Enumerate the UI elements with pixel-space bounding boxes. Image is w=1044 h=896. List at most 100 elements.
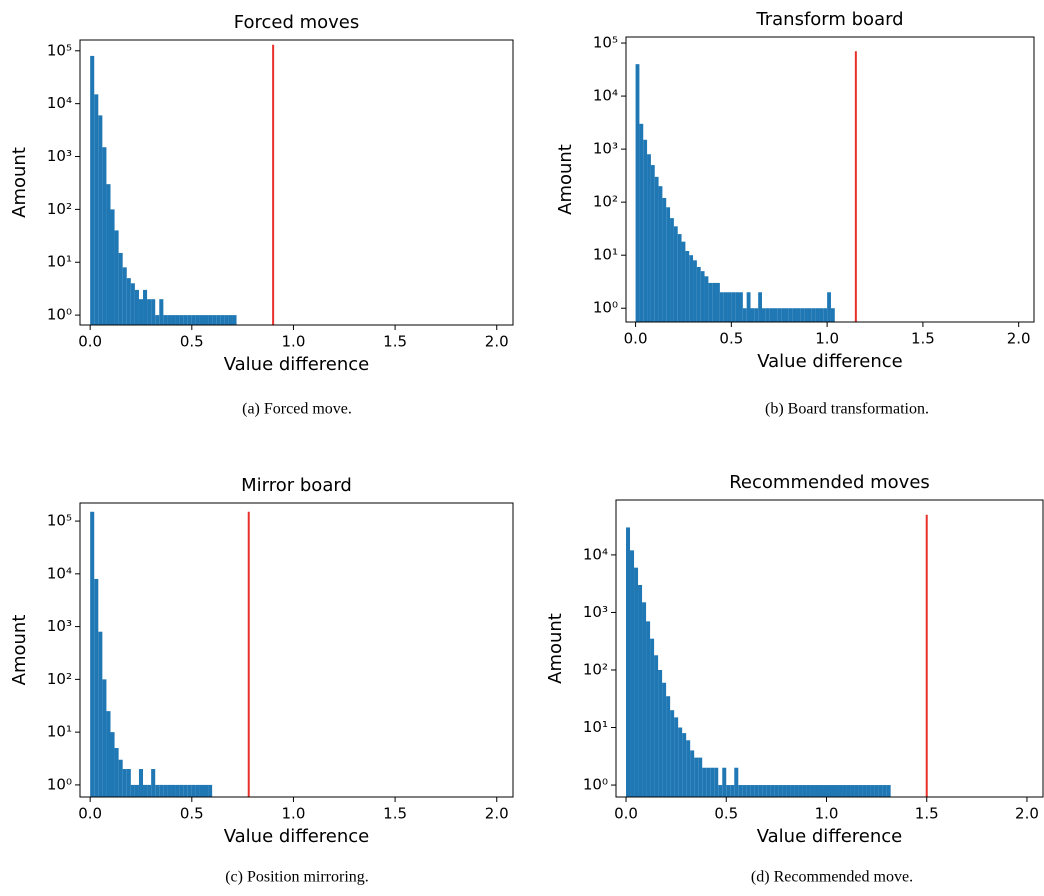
bar — [175, 315, 180, 325]
bar — [827, 292, 831, 322]
bar — [746, 292, 751, 322]
bar — [187, 784, 192, 797]
bar — [138, 299, 144, 325]
bar — [762, 785, 767, 797]
bar — [191, 315, 196, 325]
bar — [765, 308, 770, 322]
bar — [658, 669, 663, 797]
x-axis-label: Value difference — [224, 826, 370, 847]
bar — [110, 209, 115, 325]
y-tick-label: 10² — [593, 193, 618, 211]
chart-title: Mirror board — [241, 475, 352, 496]
bar — [208, 315, 213, 325]
y-tick-label: 10⁰ — [47, 775, 72, 793]
bar — [163, 315, 168, 325]
bar — [811, 308, 816, 322]
x-tick-label: 0.5 — [180, 333, 204, 351]
bar — [118, 759, 123, 797]
bar — [662, 682, 667, 797]
x-tick-label: 2.0 — [485, 333, 509, 351]
x-tick-label: 1.0 — [282, 333, 306, 351]
bar — [727, 292, 732, 322]
bar — [643, 139, 648, 322]
y-tick-label: 10¹ — [47, 723, 72, 741]
bar — [830, 308, 835, 322]
bar — [786, 785, 791, 797]
bar — [698, 757, 703, 797]
bar — [106, 711, 111, 797]
bar — [794, 785, 799, 797]
y-tick-label: 10⁴ — [47, 94, 72, 112]
bar — [626, 527, 631, 797]
x-tick-label: 0.0 — [78, 805, 102, 823]
bar — [790, 785, 795, 797]
bar — [666, 696, 671, 797]
bar — [102, 679, 107, 797]
bar — [110, 732, 115, 797]
y-tick-label: 10² — [47, 670, 72, 688]
bar — [208, 784, 213, 797]
bar — [730, 785, 735, 797]
x-tick-label: 1.0 — [815, 330, 839, 348]
bar — [167, 784, 172, 797]
x-tick-label: 1.5 — [911, 330, 935, 348]
bar — [143, 289, 148, 325]
axes-frame — [615, 499, 1044, 798]
bar — [147, 299, 152, 325]
bar — [674, 717, 679, 797]
bar — [842, 785, 847, 797]
x-axis-label: Value difference — [224, 354, 370, 375]
bar — [706, 767, 711, 797]
bar — [773, 308, 778, 322]
bar — [199, 784, 205, 797]
bar — [734, 767, 739, 797]
y-tick-label: 10⁰ — [47, 306, 72, 324]
y-tick-label: 10⁵ — [47, 41, 72, 59]
bar — [163, 784, 168, 797]
bar — [718, 785, 723, 797]
y-tick-label: 10¹ — [583, 718, 608, 736]
bar — [638, 584, 643, 797]
bar — [630, 550, 635, 797]
bar — [183, 784, 188, 797]
bar — [800, 308, 805, 322]
x-tick-label: 0.5 — [719, 330, 743, 348]
bar — [130, 784, 135, 797]
bar — [758, 292, 762, 322]
bar — [122, 769, 127, 797]
bar — [870, 785, 875, 797]
x-tick-label: 2.0 — [1015, 805, 1039, 823]
x-tick-label: 1.0 — [282, 805, 306, 823]
bar — [155, 784, 160, 797]
bar — [673, 226, 678, 322]
bar — [693, 260, 697, 322]
bar — [750, 785, 755, 797]
bar — [792, 308, 797, 322]
bar — [774, 785, 779, 797]
y-tick-label: 10³ — [47, 617, 72, 635]
bar — [114, 230, 119, 325]
bar — [742, 308, 747, 322]
bar — [818, 785, 823, 797]
bar — [195, 784, 200, 797]
bar — [130, 283, 135, 325]
bar — [138, 769, 144, 797]
bar — [739, 292, 743, 322]
bar — [677, 234, 682, 322]
bar — [678, 727, 683, 797]
bar — [854, 785, 859, 797]
bar — [670, 710, 675, 797]
bar — [694, 757, 699, 797]
bar — [784, 308, 789, 322]
y-tick-label: 10⁴ — [583, 545, 608, 563]
y-tick-label: 10³ — [583, 603, 608, 621]
y-axis-label: Amount — [9, 615, 30, 686]
bar — [846, 785, 851, 797]
x-tick-label: 0.5 — [714, 805, 738, 823]
bar — [102, 147, 107, 325]
bar — [738, 785, 743, 797]
bar — [700, 271, 705, 322]
bar — [220, 315, 225, 325]
bar — [819, 308, 824, 322]
